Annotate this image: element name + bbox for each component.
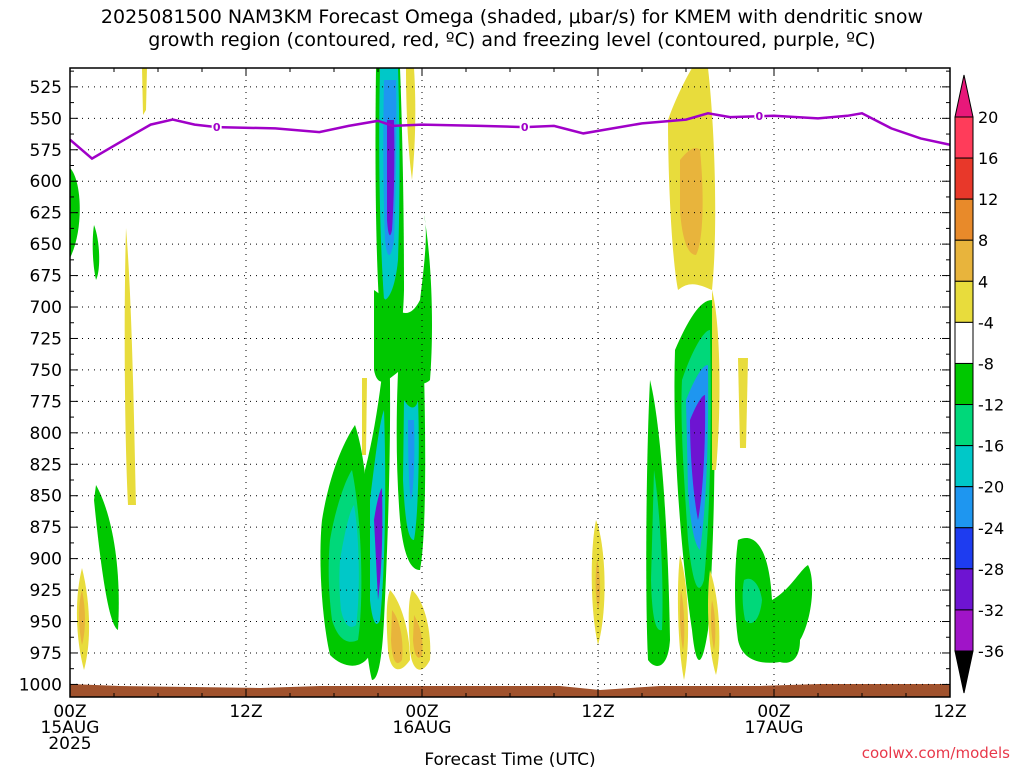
omega-region <box>387 120 395 236</box>
y-axis: 525 550 575 600 625 650 675 700 725 750 775 800 825 8… <box>19 70 950 695</box>
colorbar-band <box>954 486 974 529</box>
freezing-level-label: 0 <box>213 121 221 134</box>
colorbar-band <box>954 116 974 159</box>
colorbar-band <box>954 527 974 570</box>
x-tick-label: 00Z <box>757 702 790 722</box>
colorbar-top-arrow <box>954 74 974 118</box>
y-tick-label: 900 <box>30 550 62 570</box>
omega-region <box>742 578 762 624</box>
colorbar-label: -28 <box>978 560 1004 579</box>
freezing-level-label: 0 <box>521 121 529 134</box>
colorbar-label: -4 <box>978 313 994 332</box>
omega-region <box>408 420 415 500</box>
y-tick-label: 525 <box>30 78 62 98</box>
omega-region <box>738 358 748 448</box>
y-tick-label: 925 <box>30 581 62 601</box>
colorbar-label: -12 <box>978 396 1004 415</box>
y-tick-label: 800 <box>30 424 62 444</box>
colorbar-label: -36 <box>978 642 1004 661</box>
y-tick-label: 600 <box>30 172 62 192</box>
y-tick-label: 575 <box>30 141 62 161</box>
x-tick-date: 17AUG <box>745 718 804 738</box>
freezing-level-label: 0 <box>756 110 764 123</box>
omega-region <box>710 600 716 650</box>
y-tick-label: 950 <box>30 613 62 633</box>
colorbar: 20 16 12 8 4 -4 -8 -12 -16 -20 -24 -28 -32 -36 <box>954 74 1004 694</box>
x-tick-label: 00Z <box>405 702 438 722</box>
omega-region <box>362 378 367 455</box>
omega-region <box>79 590 85 645</box>
y-tick-label: 750 <box>30 361 62 381</box>
credit-text: coolwx.com/models <box>862 744 1010 762</box>
colorbar-band <box>954 568 974 611</box>
colorbar-band <box>954 239 974 282</box>
omega-region <box>94 485 119 630</box>
y-tick-label: 700 <box>30 298 62 318</box>
x-tick-date: 16AUG <box>393 718 452 738</box>
y-tick-label: 675 <box>30 267 62 287</box>
colorbar-label: 12 <box>978 190 998 209</box>
colorbar-label: 16 <box>978 149 998 168</box>
omega-region <box>651 470 663 631</box>
colorbar-band <box>954 321 974 364</box>
colorbar-label: -8 <box>978 354 994 373</box>
x-tick-label: 12Z <box>229 702 262 722</box>
y-tick-label: 625 <box>30 204 62 224</box>
omega-region <box>374 215 432 384</box>
x-tick-year: 2025 <box>48 734 91 754</box>
y-tick-label: 850 <box>30 487 62 507</box>
chart-title-line1: 2025081500 NAM3KM Forecast Omega (shaded… <box>101 6 923 28</box>
omega-region <box>413 615 423 658</box>
colorbar-label: -32 <box>978 601 1004 620</box>
omega-region <box>680 148 703 255</box>
y-tick-label: 775 <box>30 392 62 412</box>
colorbar-band <box>954 609 974 652</box>
omega-region <box>374 488 383 600</box>
colorbar-label: 4 <box>978 272 988 291</box>
colorbar-band <box>954 404 974 447</box>
omega-region <box>679 590 685 650</box>
colorbar-bottom-arrow <box>954 650 974 694</box>
omega-region <box>690 395 706 520</box>
colorbar-label: -20 <box>978 478 1004 497</box>
colorbar-label: -24 <box>978 519 1004 538</box>
omega-region <box>735 538 813 663</box>
omega-region <box>712 290 720 470</box>
y-tick-label: 975 <box>30 644 62 664</box>
colorbar-band <box>954 157 974 200</box>
colorbar-label: 20 <box>978 108 998 127</box>
colorbar-band <box>954 198 974 241</box>
chart-title-line2: growth region (contoured, red, ºC) and f… <box>148 29 875 51</box>
y-tick-label: 1000 <box>19 675 62 695</box>
freezing-label-bg <box>519 120 530 134</box>
y-tick-label: 825 <box>30 455 62 475</box>
omega-region <box>124 228 136 505</box>
colorbar-band <box>954 362 974 406</box>
y-tick-label: 725 <box>30 329 62 349</box>
omega-region <box>339 505 359 627</box>
y-tick-label: 550 <box>30 109 62 129</box>
x-tick-date: 15AUG <box>41 718 100 738</box>
freezing-label-bg <box>754 109 765 123</box>
y-tick-label: 875 <box>30 518 62 538</box>
colorbar-band <box>954 445 974 488</box>
x-tick-label: 00Z <box>53 702 86 722</box>
omega-region <box>391 610 403 664</box>
colorbar-label: -16 <box>978 437 1004 456</box>
x-axis-title: Forecast Time (UTC) <box>424 750 595 768</box>
y-tick-label: 650 <box>30 235 62 255</box>
freezing-level-labels: 0 0 0 <box>211 109 765 134</box>
x-tick-label: 12Z <box>933 702 966 722</box>
omega-region <box>142 68 147 115</box>
colorbar-label: 8 <box>978 231 988 250</box>
x-tick-label: 12Z <box>581 702 614 722</box>
plot-area: 0 0 0 <box>69 67 951 698</box>
omega-region <box>92 225 100 280</box>
colorbar-band <box>954 280 974 323</box>
freezing-label-bg <box>211 120 222 134</box>
